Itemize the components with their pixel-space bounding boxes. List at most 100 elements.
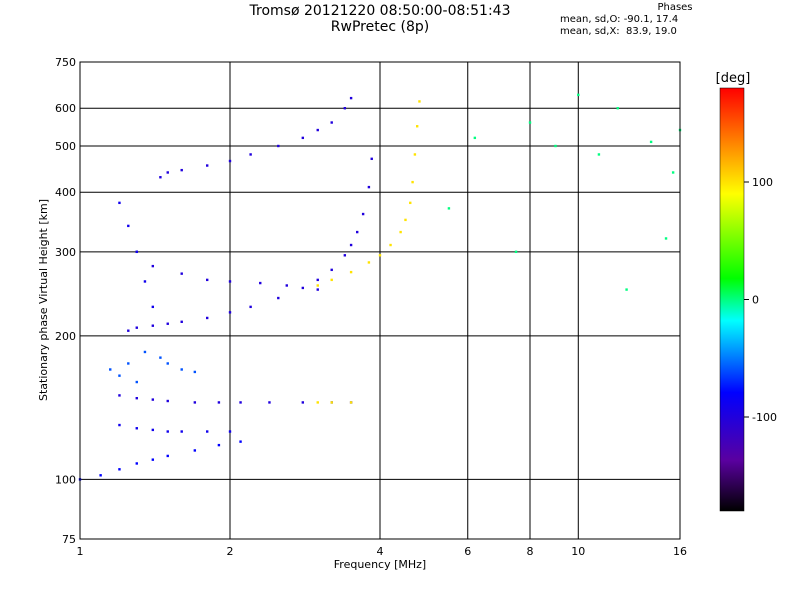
chart-title: Tromsø 20121220 08:50:00-08:51:43 <box>249 3 511 19</box>
data-point <box>473 136 477 140</box>
data-point <box>625 288 628 291</box>
data-point <box>528 121 532 124</box>
data-point <box>664 237 668 240</box>
data-point <box>118 201 121 205</box>
x-tick-label: 1 <box>77 545 84 558</box>
data-point <box>301 401 305 404</box>
colorbar <box>719 87 745 512</box>
colorbar-tick-label: 0 <box>752 294 759 307</box>
data-point <box>597 153 601 156</box>
y-tick-label: 500 <box>55 140 76 153</box>
phases-o-mode: mean, sd,O: -90.1, 17.4 <box>560 14 679 25</box>
data-point <box>193 370 197 374</box>
data-point <box>268 401 271 404</box>
data-point <box>118 374 121 377</box>
data-point <box>205 316 209 320</box>
y-axis-label: Stationary phase Virtual Height [km] <box>37 199 50 401</box>
data-point <box>99 474 102 477</box>
x-tick-label: 8 <box>527 545 534 558</box>
data-point <box>367 185 371 189</box>
data-point <box>228 430 232 433</box>
data-point <box>367 261 371 264</box>
y-tick-label: 200 <box>55 330 76 343</box>
data-point <box>554 144 557 148</box>
data-point <box>671 171 675 174</box>
y-tick-label: 400 <box>55 186 76 199</box>
data-point <box>239 401 242 404</box>
data-point <box>228 159 232 163</box>
data-point <box>109 368 112 371</box>
data-point <box>205 430 209 433</box>
data-point <box>127 362 130 365</box>
data-point <box>259 281 262 285</box>
data-point <box>217 443 221 447</box>
data-point <box>118 468 121 471</box>
x-tick-label: 4 <box>377 545 384 558</box>
data-point <box>151 324 155 327</box>
data-points <box>78 93 682 481</box>
data-point <box>404 218 407 222</box>
x-axis-ticks: 1 2 4 6 8 10 16 <box>77 545 688 558</box>
data-point <box>151 458 155 461</box>
data-point <box>159 356 162 359</box>
x-tick-label: 2 <box>227 545 234 558</box>
data-point <box>301 136 305 140</box>
data-point <box>277 296 280 300</box>
data-point <box>577 93 580 97</box>
data-point <box>151 428 155 432</box>
y-axis-ticks: 75 100 200 300 400 500 600 750 <box>55 56 76 546</box>
data-point <box>135 427 138 430</box>
x-axis-label: Frequency [MHz] <box>334 558 426 571</box>
data-point <box>239 440 242 443</box>
data-point <box>193 449 197 452</box>
data-point <box>316 278 319 282</box>
data-point <box>228 311 232 314</box>
data-point <box>301 286 305 290</box>
data-point <box>151 264 155 268</box>
data-point <box>180 430 183 433</box>
data-point <box>193 401 197 404</box>
data-point <box>151 305 155 309</box>
data-point <box>205 278 209 282</box>
data-point <box>370 157 373 161</box>
y-tick-label: 750 <box>55 56 76 69</box>
data-point <box>378 254 382 257</box>
data-point <box>135 396 138 400</box>
data-point <box>118 423 121 427</box>
data-point <box>355 230 359 234</box>
data-point <box>118 394 121 397</box>
data-point <box>316 284 319 287</box>
x-tick-label: 10 <box>571 545 585 558</box>
data-point <box>649 140 653 144</box>
colorbar-tick-label: 100 <box>752 176 773 189</box>
data-point <box>135 462 138 465</box>
data-point <box>330 401 333 404</box>
data-point <box>166 454 169 458</box>
data-point <box>330 268 333 272</box>
phases-summary: Phases mean, sd,O: -90.1, 17.4 mean, sd,… <box>560 2 750 38</box>
data-point <box>143 280 147 283</box>
y-tick-label: 300 <box>55 246 76 259</box>
data-point <box>349 401 353 404</box>
data-point <box>316 128 319 132</box>
data-point <box>205 164 209 167</box>
x-tick-label: 6 <box>464 545 471 558</box>
data-point <box>249 305 252 309</box>
data-point <box>399 230 402 234</box>
data-point <box>514 250 518 254</box>
data-point <box>166 399 169 403</box>
data-point <box>151 398 155 401</box>
data-point <box>180 320 183 323</box>
data-point <box>180 368 183 371</box>
data-point <box>135 326 138 329</box>
data-point <box>228 280 232 283</box>
data-point <box>166 430 169 433</box>
data-point <box>330 278 333 282</box>
data-point <box>411 180 414 184</box>
colorbar-ticks: 100 0 -100 <box>744 176 777 424</box>
data-point <box>166 322 169 325</box>
data-point <box>135 380 138 384</box>
data-point <box>330 121 333 124</box>
colorbar-label: [deg] <box>716 71 751 86</box>
